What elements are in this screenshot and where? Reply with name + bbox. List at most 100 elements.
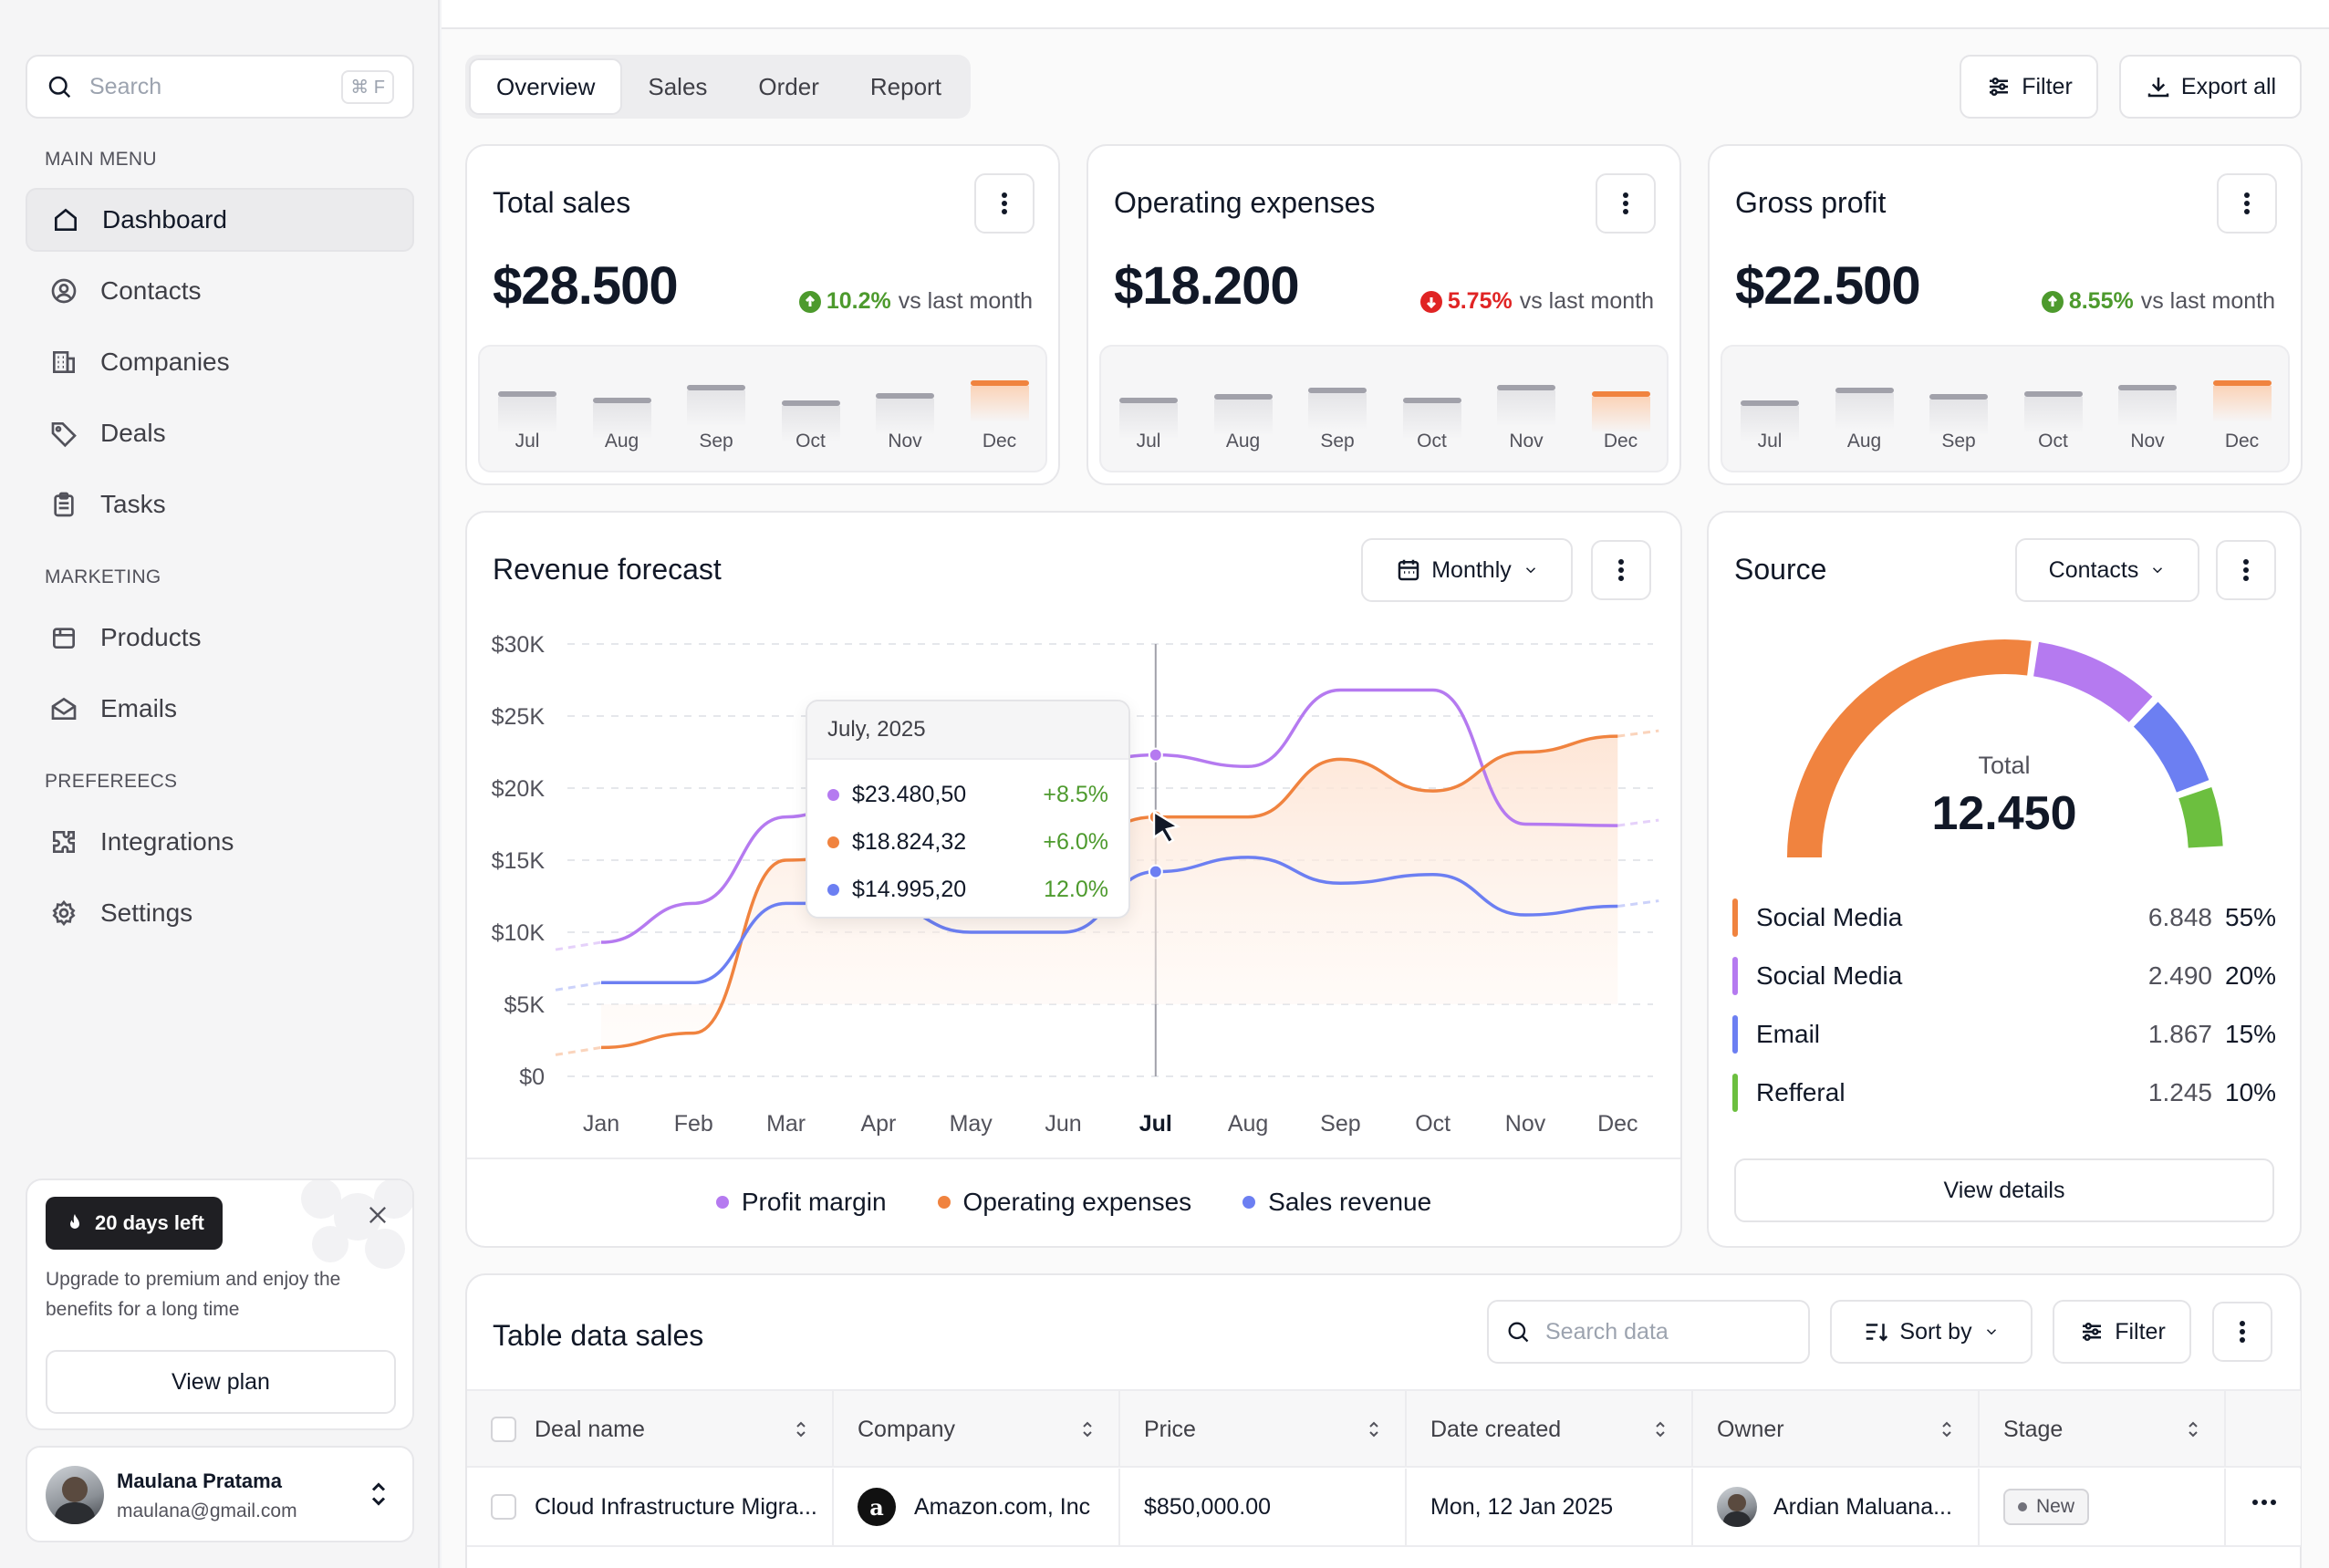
sidebar-item-emails[interactable]: Emails (26, 677, 414, 741)
tooltip-value: $23.480,50 (852, 781, 967, 807)
series-extension (1617, 899, 1659, 909)
y-tick-label: $5K (504, 992, 546, 1018)
export-all-button[interactable]: Export all (2119, 55, 2302, 119)
days-left-badge: 20 days left (46, 1197, 223, 1250)
source-name: Email (1756, 1020, 1821, 1048)
date-value: Mon, 12 Jan 2025 (1430, 1493, 1614, 1520)
source-more-button[interactable] (2216, 540, 2276, 600)
company-value: Amazon.com, Inc (914, 1493, 1091, 1520)
tooltip-date: July, 2025 (807, 701, 1128, 760)
period-dropdown[interactable]: Monthly (1361, 538, 1573, 602)
search-input[interactable]: Search ⌘ F (26, 55, 414, 119)
tab-overview[interactable]: Overview (469, 58, 623, 115)
kpi-more-button[interactable] (2217, 173, 2277, 234)
table-filter-label: Filter (2115, 1318, 2166, 1345)
source-row: Social Media 2.490 20% (1732, 957, 2276, 995)
series-extension (1617, 729, 1659, 738)
view-details-button[interactable]: View details (1734, 1158, 2274, 1222)
tag-icon (51, 422, 77, 448)
tab-sales[interactable]: Sales (648, 72, 708, 100)
preferences-label: PREFEREECS (45, 771, 178, 792)
gauge-segment (2033, 641, 2153, 723)
revenue-forecast-title: Revenue forecast (493, 553, 722, 586)
sidebar: Search ⌘ F MAIN MENU Dashboard Contacts … (0, 0, 440, 1568)
cell-date-created: Mon, 12 Jan 2025 (1407, 1469, 1693, 1545)
x-tick-label: Apr (860, 1111, 896, 1137)
row-checkbox[interactable] (491, 1494, 516, 1520)
select-all-checkbox[interactable] (491, 1417, 516, 1442)
chevron-down-icon (1986, 1329, 1996, 1335)
column-header-date-created[interactable]: Date created (1407, 1391, 1693, 1468)
sort-by-button[interactable]: Sort by (1830, 1300, 2033, 1364)
tab-report[interactable]: Report (869, 72, 941, 100)
price-value: $850,000.00 (1144, 1493, 1272, 1520)
gauge-segment (2133, 701, 2209, 794)
spark-month-label: Oct (2038, 431, 2068, 452)
tooltip-dot (827, 836, 839, 848)
period-label: Monthly (1431, 556, 1512, 583)
sidebar-item-tasks[interactable]: Tasks (26, 472, 414, 536)
column-header-stage[interactable]: Stage (1980, 1391, 2226, 1468)
filter-button[interactable]: Filter (1960, 55, 2098, 119)
column-header-company[interactable]: Company (834, 1391, 1120, 1468)
mail-open-icon (51, 697, 77, 720)
sidebar-item-products[interactable]: Products (26, 606, 414, 670)
cell-deal-name: Cloud Infrastructure Migra... (467, 1469, 834, 1545)
cell-price: $850,000.00 (1120, 1469, 1407, 1545)
source-dropdown[interactable]: Contacts (2015, 538, 2199, 602)
cell-owner: Ardian Maluana... (1693, 1469, 1980, 1545)
table-search-placeholder: Search data (1545, 1318, 1669, 1345)
home-icon (55, 208, 77, 231)
cursor-pointer-icon (1152, 810, 1181, 845)
sidebar-item-dashboard[interactable]: Dashboard (26, 188, 414, 252)
spark-bar (2118, 384, 2177, 427)
close-icon[interactable] (365, 1202, 390, 1228)
cell-company: a Amazon.com, Inc (834, 1469, 1120, 1545)
source-color-bar (1732, 957, 1738, 995)
chevron-updown-icon[interactable] (369, 1480, 389, 1508)
kpi-more-button[interactable] (1596, 173, 1656, 234)
forecast-more-button[interactable] (1591, 540, 1651, 600)
sidebar-item-companies[interactable]: Companies (26, 330, 414, 394)
legend-item[interactable]: Operating expenses (937, 1181, 1191, 1223)
top-bar (442, 0, 2329, 29)
sliders-icon (2083, 1323, 2102, 1341)
source-name: Social Media (1756, 903, 1903, 931)
spark-bar (1929, 394, 1988, 436)
deal-name-value: Cloud Infrastructure Migra... (535, 1493, 817, 1520)
column-header-price[interactable]: Price (1120, 1391, 1407, 1468)
kpi-delta-suffix: vs last month (1519, 288, 1654, 314)
kpi-more-button[interactable] (974, 173, 1035, 234)
table-search-input[interactable]: Search data (1487, 1300, 1810, 1364)
user-profile-card[interactable]: Maulana Pratama maulana@gmail.com (26, 1446, 414, 1542)
gauge-segment (2178, 786, 2223, 848)
legend-item[interactable]: Profit margin (715, 1181, 887, 1223)
kpi-delta-percent: 10.2% (826, 288, 891, 314)
kpi-card: Total sales $28.500 10.2% vs last month … (465, 144, 1060, 485)
sidebar-item-settings[interactable]: Settings (26, 881, 414, 945)
sidebar-item-integrations[interactable]: Integrations (26, 810, 414, 874)
source-percent: 15% (2225, 1020, 2277, 1048)
legend-dot (937, 1196, 951, 1209)
tooltip-value: $18.824,32 (852, 828, 967, 855)
column-label: Deal name (535, 1416, 645, 1442)
column-header-deal-name[interactable]: Deal name (467, 1391, 834, 1468)
table-more-button[interactable] (2212, 1302, 2272, 1362)
legend-label: Profit margin (741, 1188, 887, 1216)
more-horizontal-icon[interactable] (2251, 1498, 2277, 1507)
source-count: 1.867 (2147, 1020, 2212, 1048)
column-header-owner[interactable]: Owner (1693, 1391, 1980, 1468)
table-row[interactable]: Cloud Infrastructure Migra... a Amazon.c… (467, 1469, 2301, 1547)
sidebar-item-contacts[interactable]: Contacts (26, 259, 414, 323)
view-plan-button[interactable]: View plan (46, 1350, 396, 1414)
sidebar-item-deals[interactable]: Deals (26, 401, 414, 465)
series-point (1148, 747, 1163, 763)
kpi-delta: 10.2% vs last month (798, 288, 1033, 315)
tab-order[interactable]: Order (758, 72, 819, 100)
legend-item[interactable]: Sales revenue (1242, 1181, 1431, 1223)
kpi-title: Total sales (493, 186, 631, 219)
kpi-sparkline: Jul Aug Sep Oct Nov Dec (1099, 345, 1669, 472)
table-filter-button[interactable]: Filter (2053, 1300, 2191, 1364)
tooltip-change: +6.0% (1043, 828, 1108, 855)
spark-bar (1119, 397, 1178, 440)
